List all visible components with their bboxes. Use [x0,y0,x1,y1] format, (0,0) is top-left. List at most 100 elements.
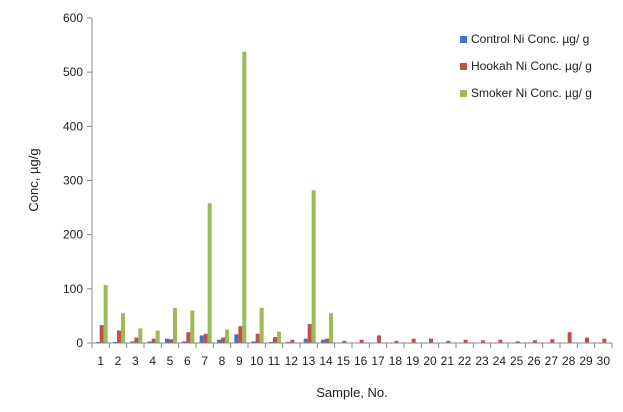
bar [134,337,139,343]
bar [165,338,169,343]
legend-swatch [460,90,467,97]
x-axis-label: Sample, No. [316,385,388,400]
x-tick-label: 2 [115,354,122,368]
bar [95,341,100,343]
bar [190,310,195,343]
y-tick-label: 500 [63,65,83,79]
bar [99,325,104,343]
bar [242,51,247,343]
x-tick-label: 19 [406,354,420,368]
legend-swatch [460,63,467,70]
legend-entry: Smoker Ni Conc. µg/ g [471,86,592,100]
x-tick-label: 1 [97,354,104,368]
bar [199,335,204,343]
bar [251,341,256,343]
bar [138,328,143,343]
bar [359,339,364,343]
x-tick-label: 18 [389,354,403,368]
x-axis-ticks: 1 2 3 4 5 6 7 8 9 10 11 12 13 14 15 16 17 18 19 20 21 22 23 24 2… [91,343,613,368]
bar [533,340,537,343]
bar [121,313,125,343]
x-tick-label: 13 [302,354,316,368]
y-tick-label: 100 [63,282,83,296]
bar [207,203,212,343]
bar [377,335,381,343]
x-tick-label: 7 [201,354,208,368]
bar [221,337,225,343]
bar [585,337,589,343]
y-tick-label: 300 [63,174,83,188]
x-tick-label: 11 [268,354,281,368]
bar [394,340,399,343]
bar [173,307,177,343]
x-tick-label: 12 [285,354,299,368]
x-tick-label: 30 [597,354,611,368]
x-tick-label: 6 [184,354,191,368]
bar [169,339,173,343]
legend: Control Ni Conc. µg/ g Hookah Ni Conc. µg… [460,32,592,100]
bar [151,338,156,343]
x-tick-label: 15 [337,354,351,368]
bar [186,332,191,343]
x-tick-label: 28 [562,354,576,368]
x-tick-label: 22 [458,354,472,368]
bar [307,324,312,343]
x-tick-label: 4 [149,354,156,368]
x-tick-label: 27 [545,354,559,368]
bar [182,341,187,343]
x-tick-label: 16 [354,354,368,368]
legend-entry: Control Ni Conc. µg/ g [471,32,589,46]
bar [329,313,333,343]
y-tick-label: 400 [63,119,83,133]
bars [95,51,607,343]
bar [602,338,607,343]
bar [311,190,316,343]
y-axis-ticks: 0 100 200 300 400 500 600 [63,11,92,350]
bar [290,339,295,343]
bar [155,330,160,343]
legend-entry: Hookah Ni Conc. µg/ g [471,59,592,73]
x-tick-label: 17 [371,354,385,368]
bar [515,341,520,343]
x-tick-label: 9 [236,354,243,368]
bar [113,341,117,343]
bar [238,326,243,343]
bar [117,330,121,343]
bar [550,339,555,343]
x-tick-label: 20 [423,354,437,368]
x-tick-label: 29 [579,354,593,368]
x-tick-label: 21 [441,354,455,368]
bar [273,337,277,343]
legend-swatch [460,36,467,43]
y-tick-label: 600 [63,11,83,25]
bar [411,338,416,343]
x-tick-label: 25 [510,354,524,368]
bar [277,331,281,343]
x-tick-label: 23 [475,354,489,368]
x-tick-label: 5 [167,354,174,368]
x-tick-label: 10 [250,354,264,368]
bar [321,339,325,343]
x-tick-label: 26 [527,354,541,368]
bar [325,338,329,343]
bar [342,340,347,343]
bar [463,339,468,343]
x-tick-label: 14 [319,354,333,368]
bar [130,341,135,343]
bar [203,333,208,343]
bar [217,339,221,343]
bar [103,285,108,343]
bar [429,338,433,343]
bar [269,341,273,343]
bar [446,340,451,343]
bar [147,341,152,343]
bar [481,340,485,343]
x-tick-label: 8 [219,354,226,368]
bar [234,334,239,343]
x-tick-label: 3 [132,354,139,368]
bar [255,333,260,343]
bar [303,338,308,343]
y-axis-label: Conc, µg/g [26,148,41,211]
y-tick-label: 200 [63,228,83,242]
